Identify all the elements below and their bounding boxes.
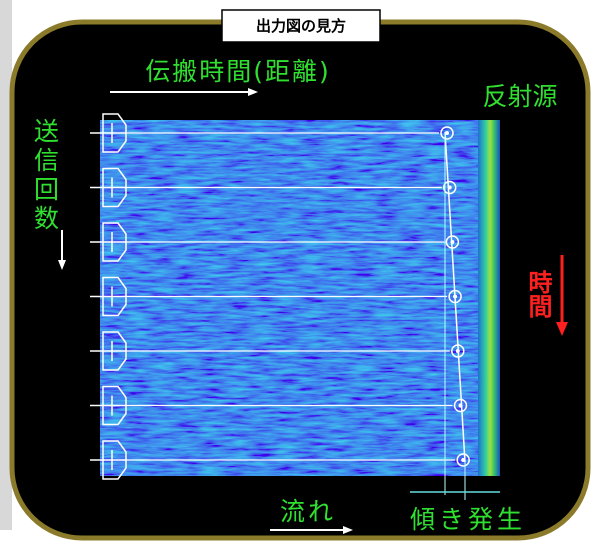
time-label: 時間 <box>524 270 552 319</box>
reflector-label: 反射源 <box>482 82 557 111</box>
title: 出力図の見方 <box>256 17 346 35</box>
page: {"header": {"title": "出力図の見方"}, "labels"… <box>0 0 593 546</box>
flow-label: 流れ <box>280 497 336 526</box>
echogram-noise <box>100 120 480 476</box>
echogram-edge <box>478 120 500 476</box>
tilt-label: 傾き発生 <box>410 505 526 534</box>
propagation-time-label: 伝搬時間(距離) <box>145 57 331 86</box>
diagram: 出力図の見方 伝搬時間(距離) 反射源 送信回数 時間 流れ 傾き発生 <box>0 0 593 542</box>
transmit-count-label: 送信回数 <box>31 118 60 234</box>
